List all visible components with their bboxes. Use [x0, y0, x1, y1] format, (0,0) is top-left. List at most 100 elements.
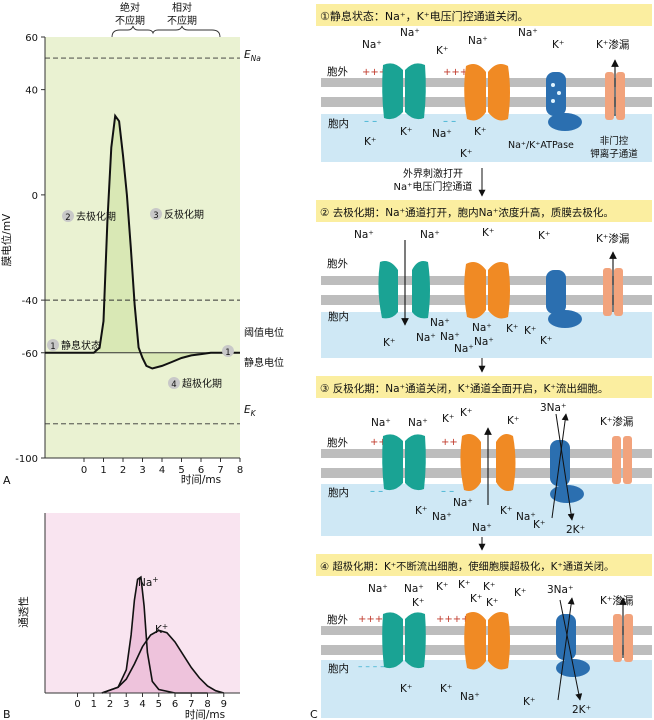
- ion-k: K⁺: [552, 39, 564, 51]
- y-tick-label: 0: [32, 191, 38, 202]
- leak-channel-3b: [623, 436, 632, 484]
- stage-3-membrane-top: [321, 449, 652, 458]
- x-ticks-a: 0 1 2 3 4 5 6 7 8: [81, 458, 243, 476]
- x-tick-label: 2: [120, 465, 126, 476]
- y-tick-label: -40: [22, 296, 38, 307]
- stage-2-title: ② 去极化期：Na⁺通道打开，胞内Na⁺浓度升高，质膜去极化。: [320, 206, 614, 219]
- ion-k: K⁺: [483, 581, 495, 593]
- plot-a-background: [45, 37, 240, 458]
- y-tick-label: 60: [25, 33, 38, 44]
- ion-k: K⁺: [538, 230, 550, 242]
- y-tick-label: -60: [22, 349, 38, 360]
- leak-channel-3a: [612, 436, 621, 484]
- resting-label: 静息电位: [244, 356, 284, 369]
- na-channel-closed-1: [382, 63, 426, 120]
- stage-1-title-bar: [316, 4, 652, 26]
- phase-2-label: 去极化期: [76, 210, 116, 223]
- stage-3-inside-label: 胞内: [328, 486, 349, 499]
- atpase-pump-1: [546, 72, 566, 116]
- x-tick-label: 8: [237, 465, 243, 476]
- ion-k: K⁺: [500, 505, 512, 517]
- x-axis-label-b: 时间/ms: [185, 708, 225, 720]
- stage-4-hyperpolarization: ④ 超极化期：K⁺不断流出细胞，使细胞膜超极化，K⁺通道关闭。 胞外 胞内 ++…: [316, 554, 652, 718]
- stage-3-plus-left: ++: [370, 437, 387, 448]
- x-tick-label: 2: [107, 699, 113, 710]
- ion-na: Na⁺: [432, 511, 452, 523]
- ion-na: Na⁺: [460, 691, 480, 703]
- nongated-label-1: 非门控: [600, 135, 629, 147]
- atpase-label: Na⁺/K⁺ATPase: [508, 140, 574, 151]
- x-tick-label: 0: [81, 465, 87, 476]
- leak-channel-4b: [624, 614, 633, 662]
- ion-k: K⁺: [383, 337, 395, 349]
- ion-k: K⁺: [364, 136, 376, 148]
- ion-k: K⁺: [440, 683, 452, 695]
- phase-3-marker: [150, 208, 162, 220]
- leak-channel-2a: [603, 268, 612, 316]
- atpase-pump-4: [556, 614, 576, 660]
- ion-k: K⁺: [524, 325, 536, 337]
- stage-1-membrane-bottom: [321, 97, 652, 107]
- stage-2-membrane-top: [321, 276, 652, 285]
- ion-k: K⁺: [523, 696, 535, 708]
- ion-na: Na⁺: [472, 522, 492, 534]
- stage-4-outside-label: 胞外: [327, 614, 348, 626]
- ion-k: K⁺: [400, 126, 412, 138]
- pump-3na-label-4: 3Na⁺: [547, 584, 574, 596]
- ion-na: Na⁺: [368, 583, 388, 595]
- panel-label-a: A: [3, 474, 11, 487]
- pump-k-arrow-4: [559, 599, 583, 701]
- ion-k: K⁺: [436, 45, 448, 57]
- stage-1-inside-label: 胞内: [328, 117, 349, 130]
- ion-k: K⁺: [507, 415, 519, 427]
- transition-note-1: 外界刺激打开: [403, 167, 463, 180]
- phase-4-label: 超极化期: [182, 377, 222, 390]
- ion-na: Na⁺: [468, 35, 488, 47]
- phase-1-number: 1: [50, 342, 55, 352]
- ion-k: K⁺: [460, 148, 472, 160]
- y-ticks-a: 60 40 0 -40 -60 -100: [15, 33, 45, 465]
- stage-2-inside-label: 胞内: [328, 310, 349, 323]
- k-channel-closed-2: [464, 262, 510, 319]
- phase-1-marker: [47, 339, 59, 351]
- x-tick-label: 6: [198, 465, 204, 476]
- na-channel-closed-3: [382, 434, 426, 491]
- atpase-base-3: [550, 485, 584, 503]
- ion-k: K⁺: [486, 597, 498, 609]
- stage-1-minus-left: – –: [364, 116, 377, 127]
- leak-label-3: K⁺渗漏: [600, 415, 633, 428]
- x-tick-label: 4: [139, 699, 145, 710]
- ion-k: K⁺: [460, 407, 472, 419]
- ion-na: Na⁺: [516, 511, 536, 523]
- atpase-base-4: [556, 659, 590, 677]
- pump-na-arrow-4: [557, 597, 575, 701]
- phase-2-marker: [62, 210, 74, 222]
- threshold-label: 阈值电位: [244, 326, 284, 339]
- x-axis-label-a: 时间/ms: [181, 473, 221, 486]
- atpase-dot: [551, 99, 555, 103]
- leak-label-4: K⁺渗漏: [600, 594, 633, 607]
- ion-k: K⁺: [540, 335, 552, 347]
- y-axis-label-a: 膜电位/mV: [0, 213, 13, 266]
- k-channel-open-3: [460, 434, 516, 491]
- ion-na: Na⁺: [354, 229, 374, 241]
- ion-na: Na⁺: [362, 39, 382, 51]
- stage-3-title-bar: [316, 376, 652, 398]
- atpase-base-2: [548, 310, 582, 328]
- phase-4-marker: [168, 377, 180, 389]
- e-k-label: EK: [244, 404, 257, 418]
- refractory-bracket: [111, 25, 221, 38]
- stage-3-minus-right: – –: [441, 486, 454, 497]
- phase-3-label: 反极化期: [164, 208, 204, 221]
- action-potential-curve: [45, 113, 240, 370]
- ion-k: K⁺: [458, 579, 470, 591]
- ion-na: Na⁺: [420, 229, 440, 241]
- stage-1-membrane-top: [321, 78, 652, 87]
- stage-3-outside-label: 胞外: [327, 437, 348, 449]
- x-tick-label: 1: [100, 465, 106, 476]
- ion-k: K⁺: [506, 323, 518, 335]
- ion-k: K⁺: [474, 126, 486, 138]
- ion-na: Na⁺: [518, 27, 538, 39]
- ion-k: K⁺: [436, 581, 448, 593]
